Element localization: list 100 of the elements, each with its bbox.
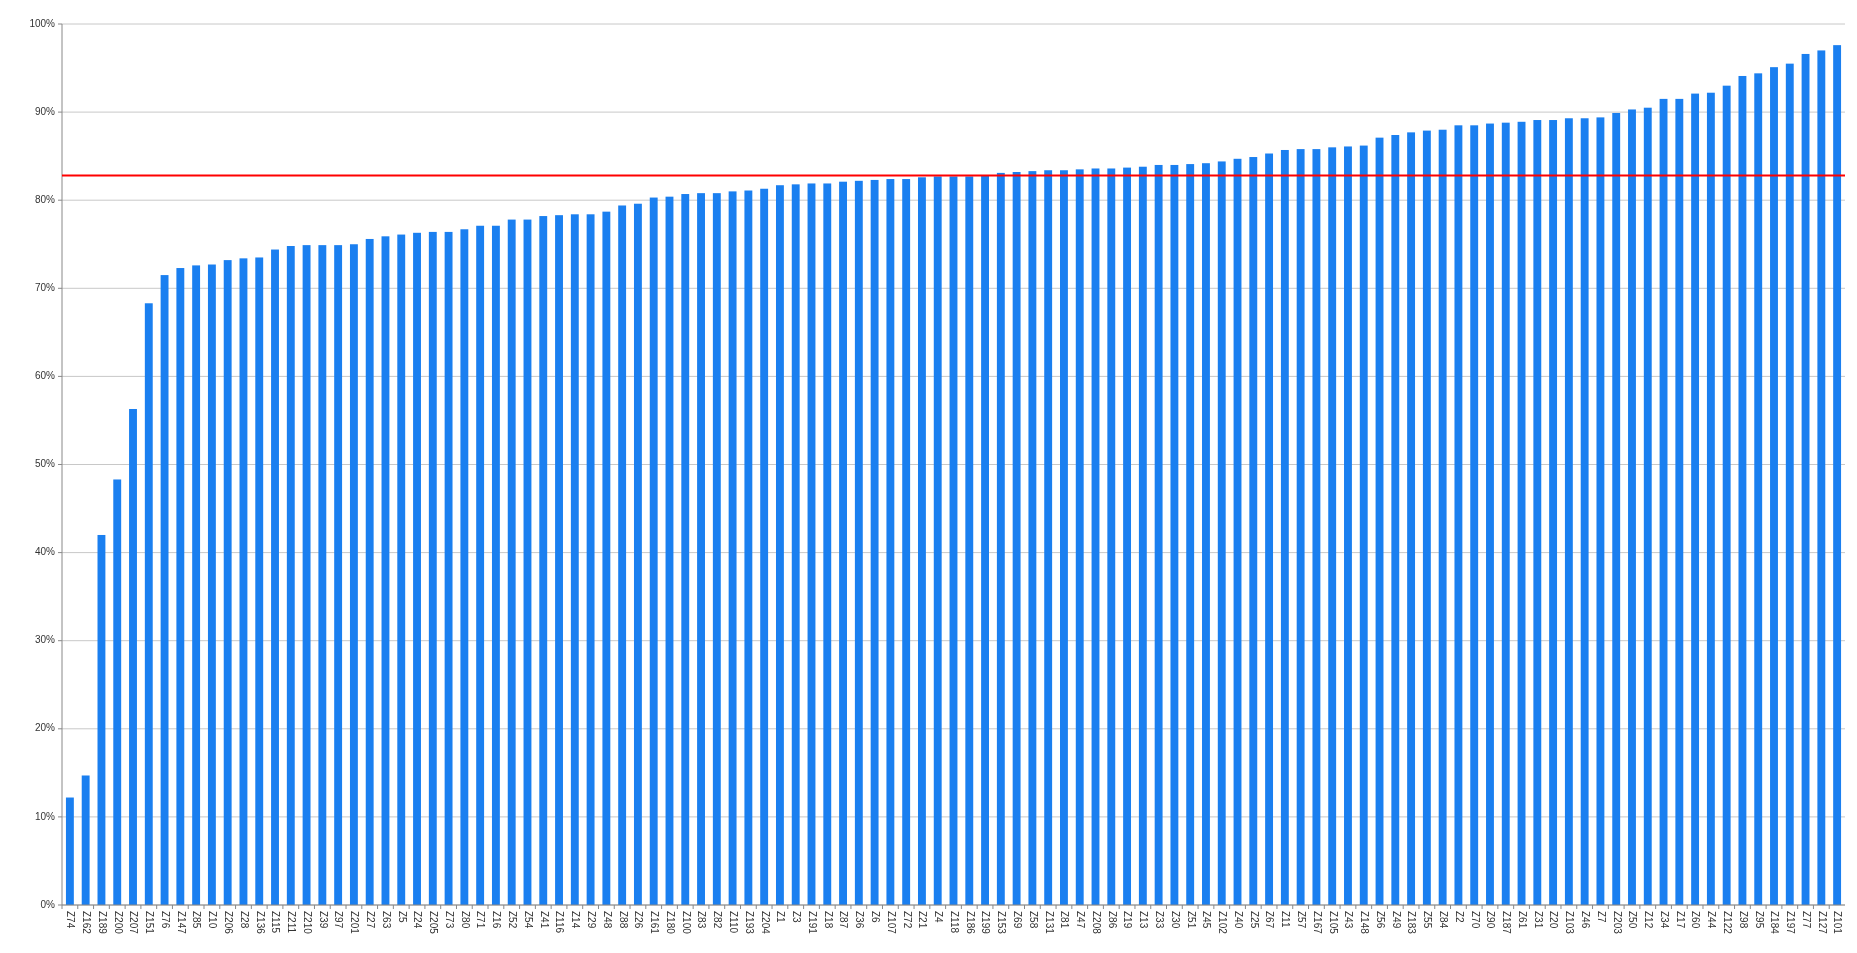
bar: [697, 193, 705, 905]
x-tick-label: Z72: [901, 911, 913, 929]
bar: [839, 181, 847, 905]
x-tick-label: Z102: [1217, 911, 1229, 935]
x-tick-label: Z39: [317, 911, 329, 929]
x-tick-label: Z207: [128, 911, 140, 935]
x-tick-label: Z57: [1295, 911, 1307, 929]
x-tick-label: Z186: [964, 911, 976, 935]
x-tick-label: Z18: [822, 911, 834, 929]
bar: [886, 179, 895, 905]
bar: [1706, 92, 1715, 905]
x-tick-label: Z97: [333, 911, 345, 929]
x-tick-label: Z51: [1185, 911, 1197, 929]
bar: [760, 188, 769, 905]
bar: [413, 232, 421, 905]
bar: [1454, 125, 1463, 905]
x-tick-label: Z30: [1169, 911, 1181, 929]
bar: [129, 409, 137, 905]
x-tick-label: Z191: [806, 911, 818, 935]
bar: [981, 175, 989, 905]
x-tick-label: Z103: [1564, 911, 1576, 935]
bar: [996, 172, 1005, 905]
x-tick-label: Z90: [1485, 911, 1497, 929]
x-tick-label: Z63: [380, 911, 392, 929]
bar: [444, 231, 453, 905]
bar: [1312, 149, 1321, 905]
x-tick-label: Z100: [680, 911, 692, 935]
x-tick-label: Z43: [1343, 911, 1355, 929]
bar: [744, 190, 753, 905]
bar: [271, 249, 279, 905]
x-tick-label: Z56: [1374, 911, 1386, 929]
x-tick-label: Z203: [1611, 911, 1623, 935]
bar: [1501, 122, 1510, 905]
bar: [223, 260, 232, 905]
x-tick-label: Z208: [1090, 911, 1102, 935]
bar: [1564, 118, 1573, 905]
bar: [460, 229, 469, 905]
x-tick-label: Z6: [869, 911, 881, 924]
x-tick-label: Z161: [649, 911, 661, 935]
x-tick-label: Z118: [948, 911, 960, 934]
bar: [854, 180, 863, 905]
x-tick-label: Z127: [1816, 911, 1828, 935]
x-tick-label: Z197: [1785, 911, 1797, 935]
y-tick-label: 0%: [40, 898, 56, 910]
bar: [192, 265, 201, 905]
bar: [681, 194, 690, 905]
bar: [823, 183, 832, 905]
x-tick-label: Z5: [396, 911, 408, 924]
bar: [491, 225, 500, 905]
x-tick-label: Z58: [1027, 911, 1039, 929]
x-tick-label: Z193: [743, 911, 755, 935]
x-tick-label: Z189: [96, 911, 108, 935]
x-tick-label: Z55: [1422, 911, 1434, 929]
x-tick-label: Z73: [443, 911, 455, 929]
x-tick-label: Z70: [1469, 911, 1481, 929]
bar: [555, 215, 563, 905]
bar: [870, 179, 879, 905]
bar: [1754, 73, 1763, 905]
bar: [1738, 75, 1747, 905]
bar: [1328, 147, 1337, 905]
bar: [1486, 123, 1494, 905]
bar: [1344, 146, 1352, 905]
bar: [1154, 164, 1163, 905]
bar: [1407, 132, 1416, 905]
bar: [1217, 161, 1226, 905]
x-tick-label: Z210: [301, 911, 313, 935]
bar: [775, 185, 784, 905]
x-tick-label: Z187: [1501, 911, 1513, 935]
bar: [602, 211, 611, 905]
bar: [633, 203, 642, 905]
bar: [618, 205, 627, 905]
bar: [318, 245, 327, 905]
x-tick-label: Z47: [1075, 911, 1087, 929]
bar: [1833, 45, 1842, 905]
bar: [507, 219, 516, 905]
bar: [1075, 169, 1084, 905]
x-tick-label: Z67: [1264, 911, 1276, 929]
x-tick-label: Z7: [1595, 911, 1607, 924]
y-tick-label: 90%: [34, 105, 56, 117]
x-tick-label: Z147: [175, 911, 187, 935]
x-tick-label: Z45: [1201, 911, 1213, 929]
x-tick-label: Z20: [1548, 911, 1560, 929]
bar: [428, 231, 437, 905]
bar: [1596, 117, 1605, 905]
bar: [965, 176, 974, 905]
bar: [649, 197, 658, 905]
bar: [728, 191, 737, 905]
y-tick-label: 10%: [34, 810, 56, 822]
bar: [207, 264, 216, 905]
x-tick-label: Z25: [1248, 911, 1260, 929]
bar: [476, 225, 485, 905]
bar: [1359, 145, 1368, 905]
y-tick-label: 70%: [34, 281, 56, 293]
x-tick-label: Z48: [601, 911, 613, 929]
bar: [1533, 120, 1542, 905]
bar: [65, 797, 74, 905]
x-tick-label: Z87: [838, 911, 850, 929]
x-tick-label: Z27: [365, 911, 377, 929]
x-tick-label: Z131: [1043, 911, 1055, 935]
x-tick-label: Z61: [1516, 911, 1528, 929]
